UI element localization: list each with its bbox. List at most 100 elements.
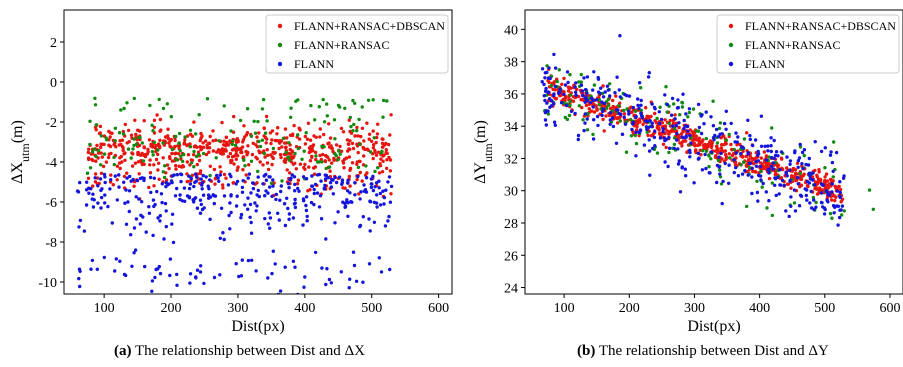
data-point (170, 151, 174, 156)
data-point (367, 132, 372, 136)
data-point (718, 121, 723, 125)
data-point (360, 179, 364, 183)
data-point (727, 181, 731, 185)
data-point (747, 165, 752, 170)
data-point (355, 125, 359, 130)
data-point (154, 157, 159, 162)
data-point (381, 159, 385, 163)
data-point (138, 135, 142, 140)
data-point (769, 149, 773, 154)
data-point (353, 134, 357, 138)
data-point (667, 135, 671, 140)
data-point (125, 171, 129, 175)
data-point (303, 142, 308, 146)
data-point (264, 178, 269, 182)
caption-b-text: The relationship between Dist and ΔY (598, 343, 829, 359)
data-point (246, 176, 250, 180)
data-point (373, 150, 377, 154)
data-point (316, 160, 320, 164)
data-point (596, 90, 601, 94)
data-point (202, 281, 206, 286)
data-point (367, 217, 371, 221)
data-point (330, 161, 334, 165)
data-point (645, 114, 649, 119)
series-2-points (540, 34, 846, 227)
data-point (800, 162, 804, 166)
data-point (113, 139, 117, 143)
data-point (546, 112, 551, 116)
data-point (833, 198, 837, 203)
data-point (158, 219, 162, 223)
data-point (356, 150, 360, 155)
data-point (156, 216, 160, 220)
data-point (164, 178, 169, 182)
data-point (592, 70, 596, 74)
data-point (706, 143, 710, 147)
data-point (746, 173, 750, 177)
y-label-unit: (m) (9, 120, 26, 143)
data-point (736, 174, 741, 178)
data-point (834, 186, 838, 190)
data-point (678, 113, 682, 117)
data-point (755, 179, 759, 183)
data-point (347, 118, 351, 122)
data-point (574, 81, 578, 85)
data-point (584, 87, 588, 92)
data-point (255, 135, 259, 139)
data-point (331, 192, 335, 196)
data-point (585, 128, 590, 132)
data-point (194, 275, 198, 279)
data-point (142, 162, 146, 166)
data-point (765, 206, 769, 210)
data-point (94, 159, 98, 163)
data-point (169, 179, 174, 183)
data-point (734, 165, 738, 170)
data-point (289, 106, 293, 110)
data-point (780, 178, 785, 183)
data-point (746, 151, 750, 155)
data-point (704, 149, 709, 153)
data-point (380, 137, 384, 141)
data-point (187, 174, 191, 178)
data-point (831, 175, 835, 179)
caption-a-text: The relationship between Dist and ΔX (134, 343, 365, 359)
legend: FLANN+RANSAC+DBSCAN FLANN+RANSAC FLANN (716, 14, 900, 74)
data-point (653, 129, 657, 133)
data-point (670, 96, 675, 101)
data-point (551, 87, 555, 92)
data-point (814, 205, 818, 209)
data-point (753, 170, 758, 174)
data-point (359, 134, 363, 139)
data-point (129, 233, 133, 237)
data-point (158, 214, 162, 218)
data-point (304, 208, 309, 213)
data-point (646, 133, 650, 138)
data-point (240, 258, 244, 262)
data-point (283, 127, 288, 131)
data-point (553, 123, 557, 128)
data-point (627, 112, 631, 116)
data-point (811, 171, 815, 175)
data-point (615, 75, 619, 79)
data-point (247, 163, 251, 167)
data-point (544, 86, 548, 91)
data-point (638, 117, 642, 121)
data-point (301, 197, 306, 201)
data-point (185, 172, 189, 176)
data-point (270, 155, 274, 159)
data-point (549, 104, 554, 108)
data-point (254, 143, 258, 147)
data-point (234, 204, 239, 208)
data-point (312, 202, 316, 207)
data-point (166, 136, 170, 141)
data-point (839, 200, 843, 204)
data-point (341, 161, 346, 165)
data-point (360, 105, 364, 109)
data-point (117, 173, 121, 177)
data-point (117, 131, 122, 135)
data-point (360, 126, 365, 130)
data-point (734, 151, 738, 155)
data-point (322, 120, 327, 124)
data-point (88, 119, 92, 124)
data-point (147, 205, 151, 209)
